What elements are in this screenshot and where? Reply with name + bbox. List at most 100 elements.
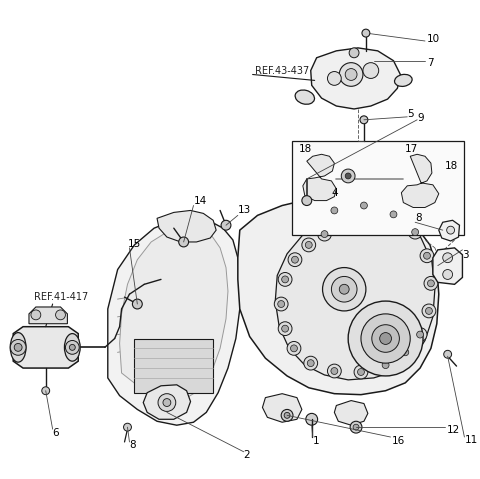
Text: 12: 12: [447, 425, 460, 435]
Circle shape: [304, 356, 318, 370]
Circle shape: [42, 387, 49, 395]
Circle shape: [282, 276, 288, 283]
Circle shape: [360, 116, 368, 124]
Circle shape: [348, 301, 423, 376]
Circle shape: [305, 241, 312, 249]
Circle shape: [70, 344, 75, 350]
Circle shape: [291, 256, 299, 263]
Circle shape: [10, 340, 26, 355]
Polygon shape: [238, 197, 439, 395]
Ellipse shape: [395, 74, 412, 86]
Circle shape: [274, 297, 288, 311]
Bar: [134, 339, 213, 393]
Circle shape: [420, 249, 434, 262]
Polygon shape: [401, 154, 439, 207]
Circle shape: [290, 345, 298, 352]
Circle shape: [65, 341, 79, 354]
Polygon shape: [311, 48, 400, 109]
Circle shape: [163, 399, 171, 407]
Circle shape: [278, 273, 292, 286]
Circle shape: [278, 301, 285, 308]
Circle shape: [428, 280, 434, 287]
Circle shape: [123, 423, 132, 431]
Circle shape: [179, 237, 189, 247]
Text: 18: 18: [443, 161, 454, 171]
Text: 15: 15: [128, 239, 141, 249]
Polygon shape: [143, 385, 191, 419]
Circle shape: [354, 365, 368, 379]
Circle shape: [321, 230, 328, 238]
Circle shape: [372, 325, 399, 352]
Circle shape: [341, 169, 355, 183]
Polygon shape: [120, 228, 228, 400]
Circle shape: [349, 48, 359, 58]
Circle shape: [327, 204, 341, 217]
Ellipse shape: [64, 333, 80, 361]
Text: 13: 13: [238, 205, 251, 216]
Circle shape: [339, 63, 363, 86]
Text: 8: 8: [415, 213, 422, 223]
Text: 18: 18: [299, 144, 312, 154]
Circle shape: [357, 199, 371, 212]
Circle shape: [345, 68, 357, 80]
Circle shape: [278, 322, 292, 336]
Text: 7: 7: [427, 57, 433, 68]
Circle shape: [14, 343, 22, 351]
Circle shape: [398, 345, 412, 359]
Circle shape: [345, 173, 351, 179]
Ellipse shape: [10, 332, 26, 362]
Circle shape: [339, 285, 349, 294]
Polygon shape: [433, 248, 462, 285]
Text: 16: 16: [392, 436, 405, 446]
Circle shape: [31, 310, 41, 320]
Circle shape: [323, 268, 366, 311]
Circle shape: [382, 362, 389, 368]
Polygon shape: [29, 307, 67, 324]
Text: 18: 18: [296, 152, 308, 161]
Text: 11: 11: [465, 435, 478, 445]
Text: 1: 1: [312, 436, 319, 446]
Circle shape: [423, 252, 431, 259]
Text: 3: 3: [462, 250, 469, 260]
Text: 5: 5: [407, 109, 414, 119]
Circle shape: [318, 227, 331, 241]
Circle shape: [353, 424, 359, 430]
Polygon shape: [275, 199, 435, 380]
Ellipse shape: [295, 90, 314, 104]
Text: 17: 17: [405, 144, 419, 154]
Circle shape: [362, 29, 370, 37]
Circle shape: [331, 367, 338, 375]
Circle shape: [287, 342, 301, 355]
Text: 2: 2: [244, 450, 251, 460]
Circle shape: [443, 253, 453, 262]
Circle shape: [444, 350, 452, 358]
Circle shape: [417, 331, 423, 338]
Circle shape: [412, 228, 419, 236]
Text: 10: 10: [427, 34, 440, 44]
Circle shape: [327, 71, 341, 85]
Circle shape: [132, 299, 142, 309]
Polygon shape: [303, 154, 336, 201]
Polygon shape: [108, 218, 240, 425]
Text: 4: 4: [331, 188, 338, 198]
Circle shape: [379, 358, 393, 372]
Circle shape: [221, 220, 231, 230]
Circle shape: [422, 304, 436, 318]
Circle shape: [443, 270, 453, 279]
Circle shape: [363, 63, 379, 79]
Circle shape: [158, 394, 176, 411]
Circle shape: [386, 207, 400, 221]
Text: 6: 6: [53, 428, 59, 438]
Circle shape: [302, 195, 312, 205]
Circle shape: [413, 328, 427, 342]
Circle shape: [447, 226, 455, 234]
Circle shape: [331, 207, 338, 214]
Circle shape: [327, 364, 341, 378]
Circle shape: [284, 412, 290, 418]
Circle shape: [424, 276, 438, 290]
Polygon shape: [13, 327, 78, 368]
Circle shape: [306, 413, 318, 425]
Circle shape: [307, 360, 314, 366]
Polygon shape: [263, 394, 302, 422]
Polygon shape: [157, 210, 216, 242]
